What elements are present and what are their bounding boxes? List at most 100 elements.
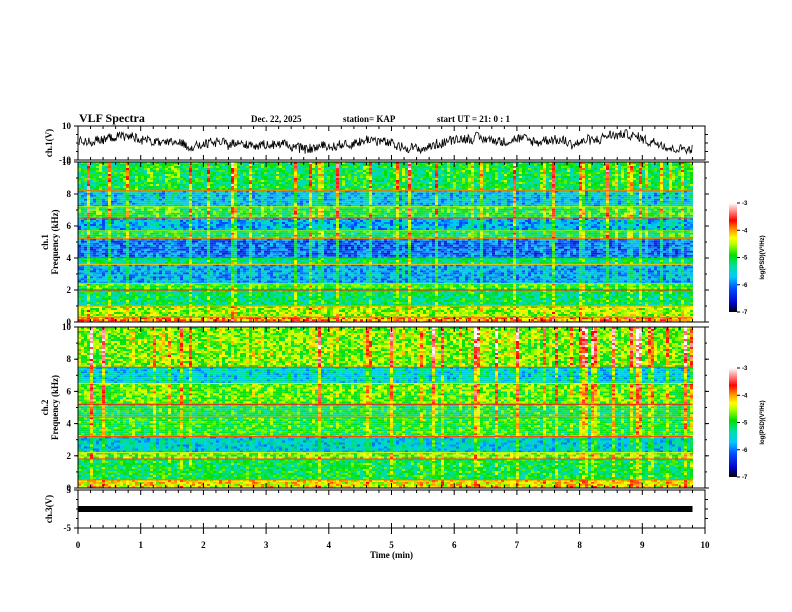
spectrogram-cell [216,302,219,304]
spectrogram-cell [162,302,165,304]
spectrogram-cell [642,312,645,314]
spectrogram-cell [93,300,96,302]
spectrogram-cell [174,310,177,312]
spectrogram-cell [366,288,369,290]
spectrogram-cell [420,298,423,300]
spectrogram-cell [456,286,459,288]
spectrogram-cell [537,292,540,294]
spectrogram-cell [135,286,138,288]
spectrogram-cell [315,314,318,316]
spectrogram-cell [396,300,399,302]
spectrogram-cell [651,314,654,316]
spectrogram-cell [117,286,120,288]
spectrogram-cell [171,294,174,296]
spectrogram-cell [213,308,216,310]
spectrogram-cell [531,296,534,298]
spectrogram-cell [129,292,132,294]
spectrogram-cell [129,286,132,288]
spectrogram-cell [681,294,684,296]
spectrogram-cell [210,312,213,314]
spectrogram-cell [606,302,609,304]
spectrogram-cell [627,310,630,312]
spectrogram-cell [690,300,693,302]
spectrogram-cell [438,300,441,302]
spectrogram-cell [357,319,360,321]
spectrogram-cell [90,300,93,302]
spectrogram-cell [501,292,504,294]
spectrogram-cell [615,314,618,316]
spectrogram-cell [96,286,99,288]
spectrogram-cell [645,319,648,321]
spectrogram-cell [426,288,429,290]
spectrogram-cell [126,286,129,288]
spectrogram-cell [510,319,513,321]
spectrogram-cell [546,292,549,294]
spectrogram-cell [261,294,264,296]
spectrogram-cell [96,266,99,268]
spectrogram-cell [96,292,99,294]
spectrogram-cell [195,314,198,316]
spectrogram-cell [186,288,189,290]
spectrogram-cell [210,302,213,304]
spectrogram-cell [651,266,654,268]
spectrogram-cell [405,298,408,300]
spectrogram-cell [261,268,264,270]
spectrogram-cell [339,266,342,268]
spectrogram-cell [498,314,501,316]
spectrogram-cell [141,292,144,294]
spectrogram-cell [360,300,363,302]
spectrogram-cell [360,314,363,316]
spectrogram-cell [381,294,384,296]
spectrogram-cell [267,310,270,312]
spectrogram-cell [141,310,144,312]
spectrogram-cell [327,288,330,290]
spectrogram-cell [129,319,132,321]
spectrogram-cell [459,308,462,310]
spectrogram-cell [171,296,174,298]
spectrogram-cell [150,308,153,310]
spectrogram-cell [567,302,570,304]
spectrogram-cell [144,302,147,304]
spectrogram-cell [513,308,516,310]
spectrogram-cell [609,292,612,294]
spectrogram-cell [375,296,378,298]
spectrogram-cell [204,312,207,314]
spectrogram-cell [684,310,687,312]
spectrogram-cell [384,312,387,314]
spectrogram-cell [564,296,567,298]
spectrogram-cell [540,300,543,302]
spectrogram-cell [105,288,108,290]
spectrogram-cell [168,286,171,288]
spectrogram-cell [354,314,357,316]
spectrogram-cell [540,308,543,310]
spectrogram-cell [117,308,120,310]
spectrogram-cell [123,298,126,300]
spectrogram-cell [162,314,165,316]
spectrogram-cell [633,286,636,288]
spectrogram-cell [534,314,537,316]
spectrogram-cell [264,292,267,294]
spectrogram-cell [210,288,213,290]
spectrogram-cell [378,312,381,314]
spectrogram-cell [375,292,378,294]
spectrogram-cell [282,288,285,290]
spectrogram-cell [504,294,507,296]
spectrogram-cell [165,266,168,268]
spectrogram-cell [651,312,654,314]
spectrogram-cell [345,300,348,302]
spectrogram-cell [648,266,651,268]
spectrogram-cell [663,298,666,300]
spectrogram-cell [81,298,84,300]
spectrogram-cell [330,314,333,316]
spectrogram-cell [120,300,123,302]
spectrogram-cell [498,286,501,288]
spectrogram-cell [333,286,336,288]
spectrogram-cell [402,308,405,310]
spectrogram-cell [426,312,429,314]
spectrogram-cell [663,302,666,304]
spectrogram-cell [282,319,285,321]
spectrogram-cell [414,312,417,314]
spectrogram-cell [162,300,165,302]
spectrogram-cell [135,288,138,290]
spectrogram-cell [246,266,249,268]
